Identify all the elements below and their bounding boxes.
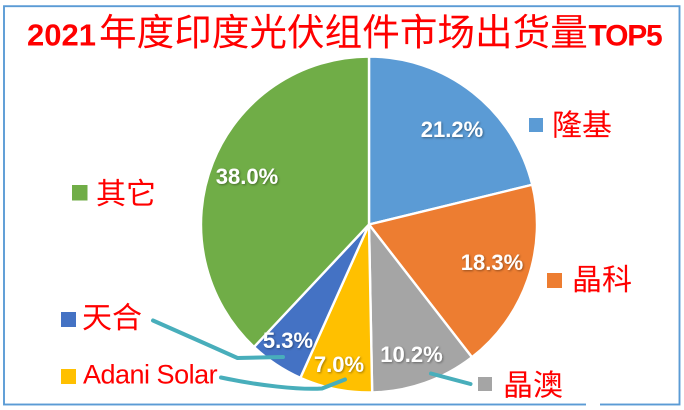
svg-text:21.2%: 21.2%	[421, 117, 483, 142]
svg-text:Adani Solar: Adani Solar	[83, 360, 218, 390]
svg-text:5.3%: 5.3%	[263, 328, 313, 353]
svg-text:38.0%: 38.0%	[216, 164, 278, 189]
svg-text:2021: 2021	[27, 18, 96, 53]
svg-text:18.3%: 18.3%	[461, 250, 523, 275]
svg-text:7.0%: 7.0%	[314, 352, 364, 377]
svg-text:10.2%: 10.2%	[380, 342, 442, 367]
svg-text:TOP5: TOP5	[589, 20, 663, 53]
